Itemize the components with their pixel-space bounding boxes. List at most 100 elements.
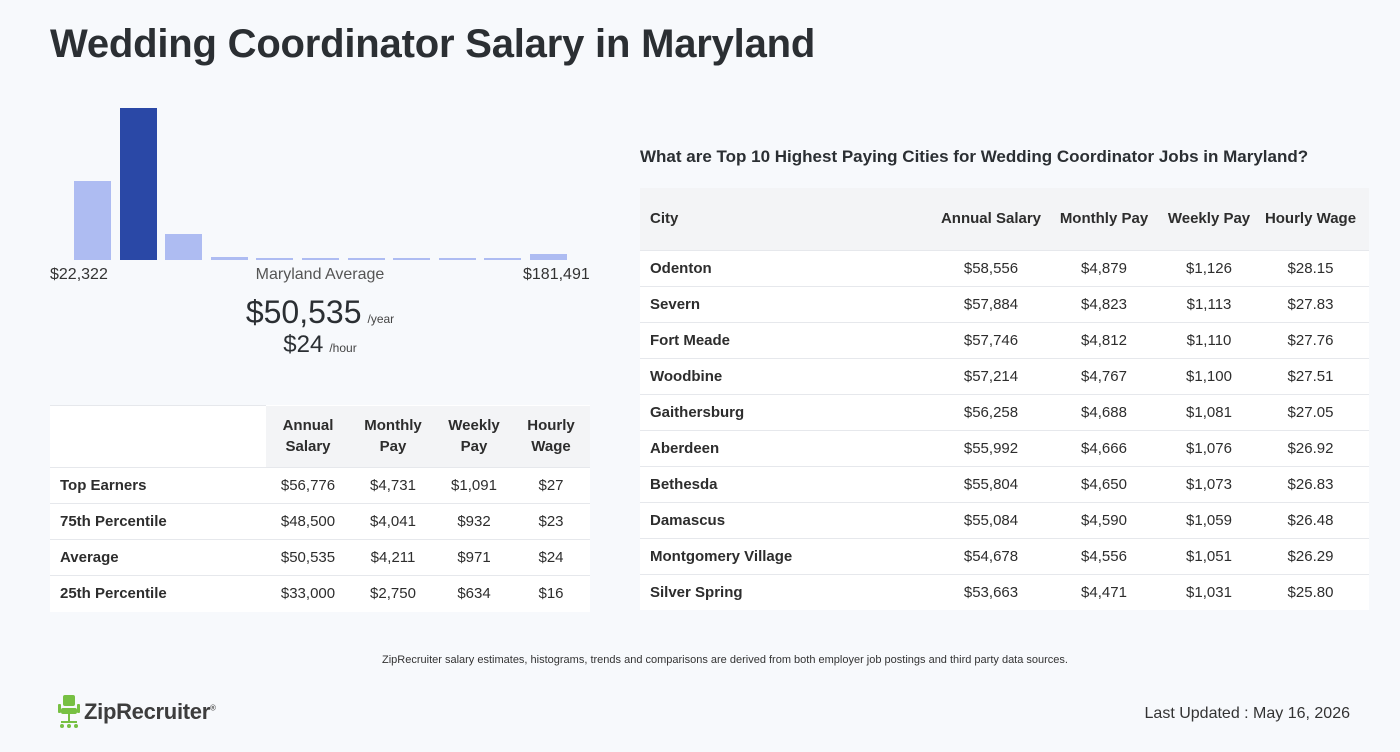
histogram-bar (256, 258, 294, 260)
percentile-annual-value: $56,776 (266, 467, 350, 504)
city-name: Bethesda (640, 465, 940, 502)
city-weekly-value: $1,031 (1166, 573, 1252, 610)
city-annual-value: $55,804 (940, 465, 1042, 502)
city-weekly-value: $1,076 (1166, 429, 1252, 466)
percentile-weekly-value: $634 (436, 575, 512, 612)
histogram-bar (210, 257, 248, 260)
percentile-monthly-value: $4,041 (350, 503, 436, 540)
city-monthly-value: $4,688 (1042, 393, 1166, 430)
ziprecruiter-logo-text: ZipRecruiter® (84, 699, 216, 724)
percentile-hourly-value: $24 (512, 539, 590, 576)
percentile-monthly-value: $4,731 (350, 467, 436, 504)
data-sources-disclaimer: ZipRecruiter salary estimates, histogram… (382, 654, 1068, 666)
city-hourly-value: $26.83 (1252, 465, 1369, 502)
cities-header-hourly: Hourly Wage (1252, 188, 1369, 250)
cities-header-monthly: Monthly Pay (1042, 188, 1166, 250)
histogram-bar (302, 258, 339, 260)
city-hourly-value: $27.51 (1252, 357, 1369, 394)
city-annual-value: $57,214 (940, 357, 1042, 394)
city-monthly-value: $4,556 (1042, 537, 1166, 574)
city-row: Aberdeen $55,992 $4,666 $1,076 $26.92 (640, 429, 1369, 466)
percentile-annual-value: $48,500 (266, 503, 350, 540)
cities-header-city: City (640, 188, 940, 250)
city-hourly-value: $26.48 (1252, 501, 1369, 538)
city-monthly-value: $4,767 (1042, 357, 1166, 394)
city-row: Odenton $58,556 $4,879 $1,126 $28.15 (640, 249, 1369, 286)
average-hourly: $24/hour (50, 331, 590, 359)
city-hourly-value: $28.15 (1252, 249, 1369, 286)
city-weekly-value: $1,073 (1166, 465, 1252, 502)
city-annual-value: $56,258 (940, 393, 1042, 430)
percentile-table-header: Annual Salary Monthly Pay Weekly Pay Hou… (50, 405, 590, 468)
percentile-row-label: 25th Percentile (50, 575, 266, 612)
city-weekly-value: $1,126 (1166, 249, 1252, 286)
city-annual-value: $58,556 (940, 249, 1042, 286)
percentile-hourly-value: $27 (512, 467, 590, 504)
percentile-weekly-value: $971 (436, 539, 512, 576)
city-weekly-value: $1,113 (1166, 285, 1252, 322)
percentile-header-weekly: Weekly Pay (436, 405, 512, 468)
histogram-range-min: $22,322 (50, 266, 108, 283)
average-hourly-unit: /hour (329, 341, 357, 355)
city-hourly-value: $26.29 (1252, 537, 1369, 574)
histogram-range-max: $181,491 (523, 266, 590, 283)
percentile-row-label: Top Earners (50, 467, 266, 504)
percentile-header-annual: Annual Salary (266, 405, 350, 468)
city-hourly-value: $26.92 (1252, 429, 1369, 466)
city-hourly-value: $25.80 (1252, 573, 1369, 610)
histogram-bar (119, 108, 157, 260)
cities-header-annual: Annual Salary (940, 188, 1042, 250)
city-name: Severn (640, 285, 940, 322)
percentile-header-hourly: Hourly Wage (512, 405, 590, 468)
city-name: Fort Meade (640, 321, 940, 358)
city-row: Gaithersburg $56,258 $4,688 $1,081 $27.05 (640, 393, 1369, 430)
city-annual-value: $54,678 (940, 537, 1042, 574)
city-hourly-value: $27.05 (1252, 393, 1369, 430)
city-monthly-value: $4,471 (1042, 573, 1166, 610)
percentile-row: Average $50,535 $4,211 $971 $24 (50, 539, 590, 576)
percentile-row: 75th Percentile $48,500 $4,041 $932 $23 (50, 503, 590, 540)
city-name: Woodbine (640, 357, 940, 394)
percentile-row: 25th Percentile $33,000 $2,750 $634 $16 (50, 575, 590, 612)
histogram-range-label: Maryland Average (255, 266, 385, 283)
city-annual-value: $57,884 (940, 285, 1042, 322)
percentile-weekly-value: $932 (436, 503, 512, 540)
histogram-bar (347, 258, 385, 260)
city-annual-value: $53,663 (940, 573, 1042, 610)
histogram-bar (393, 258, 431, 260)
average-yearly-value: $50,535 (245, 294, 362, 330)
cities-header-weekly: Weekly Pay (1166, 188, 1252, 250)
city-monthly-value: $4,590 (1042, 501, 1166, 538)
city-row: Woodbine $57,214 $4,767 $1,100 $27.51 (640, 357, 1369, 394)
city-row: Fort Meade $57,746 $4,812 $1,110 $27.76 (640, 321, 1369, 358)
city-name: Gaithersburg (640, 393, 940, 430)
city-annual-value: $57,746 (940, 321, 1042, 358)
city-weekly-value: $1,081 (1166, 393, 1252, 430)
city-name: Montgomery Village (640, 537, 940, 574)
city-row: Severn $57,884 $4,823 $1,113 $27.83 (640, 285, 1369, 322)
city-annual-value: $55,084 (940, 501, 1042, 538)
percentile-hourly-value: $23 (512, 503, 590, 540)
city-monthly-value: $4,812 (1042, 321, 1166, 358)
city-monthly-value: $4,823 (1042, 285, 1166, 322)
percentile-table: Annual Salary Monthly Pay Weekly Pay Hou… (50, 405, 590, 612)
percentile-monthly-value: $2,750 (350, 575, 436, 612)
city-name: Aberdeen (640, 429, 940, 466)
city-weekly-value: $1,100 (1166, 357, 1252, 394)
city-hourly-value: $27.83 (1252, 285, 1369, 322)
city-name: Damascus (640, 501, 940, 538)
percentile-header-monthly: Monthly Pay (350, 405, 436, 468)
histogram-bar (530, 254, 567, 260)
city-monthly-value: $4,879 (1042, 249, 1166, 286)
city-weekly-value: $1,051 (1166, 537, 1252, 574)
ziprecruiter-logo[interactable]: ZipRecruiter® (58, 695, 216, 729)
city-row: Montgomery Village $54,678 $4,556 $1,051 $26… (640, 537, 1369, 574)
city-hourly-value: $27.76 (1252, 321, 1369, 358)
city-name: Silver Spring (640, 573, 940, 610)
salary-histogram (74, 100, 570, 260)
average-hourly-value: $24 (283, 331, 324, 358)
percentile-weekly-value: $1,091 (436, 467, 512, 504)
histogram-bar (74, 181, 111, 260)
cities-section-title: What are Top 10 Highest Paying Cities fo… (640, 147, 1309, 166)
percentile-annual-value: $33,000 (266, 575, 350, 612)
